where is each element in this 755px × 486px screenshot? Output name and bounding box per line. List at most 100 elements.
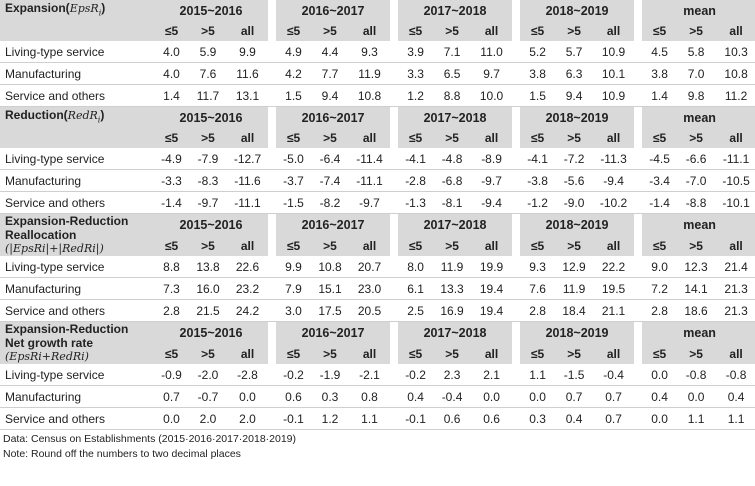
value-cell: -2.8 bbox=[227, 364, 269, 386]
value-cell: 13.3 bbox=[433, 277, 472, 300]
subheader-cell: all bbox=[227, 235, 269, 256]
subheader-row: ≤5 >5 all ≤5 >5 all ≤5 >5 all ≤5 >5 all ≤5 >5 all bbox=[0, 235, 755, 256]
value-cell: 6.1 bbox=[398, 277, 434, 300]
column-gap bbox=[634, 277, 643, 300]
value-cell: 0.4 bbox=[555, 407, 594, 430]
subheader-cell: all bbox=[715, 21, 755, 41]
subheader-cell: ≤5 bbox=[398, 235, 434, 256]
value-cell: 1.2 bbox=[311, 407, 350, 430]
column-gap bbox=[634, 41, 643, 63]
value-cell: 9.9 bbox=[276, 256, 312, 278]
subheader-cell: ≤5 bbox=[642, 343, 678, 364]
table-row: Living-type service 8.8 13.8 22.6 9.9 10.8 20.… bbox=[0, 256, 755, 278]
value-cell: -11.4 bbox=[349, 148, 391, 170]
subheader-cell: >5 bbox=[555, 21, 594, 41]
value-cell: -7.4 bbox=[311, 169, 350, 192]
value-cell: -10.1 bbox=[715, 191, 755, 214]
section-header-row: Reduction(RedRi) 2015~2016 2016~2017 2017~2… bbox=[0, 106, 755, 128]
value-cell: 9.9 bbox=[227, 41, 269, 63]
column-gap bbox=[390, 41, 399, 63]
table-row: Living-type service -4.9 -7.9 -12.7 -5.0 -6.4… bbox=[0, 148, 755, 170]
data-source-note: Data: Census on Establishments (2015·201… bbox=[3, 433, 297, 445]
value-cell: -3.4 bbox=[642, 169, 678, 192]
column-gap bbox=[268, 84, 277, 107]
column-gap bbox=[390, 213, 399, 235]
value-cell: 19.9 bbox=[471, 256, 513, 278]
row-label: Service and others bbox=[0, 191, 154, 214]
row-label: Living-type service bbox=[0, 364, 154, 386]
value-cell: 4.0 bbox=[154, 41, 189, 63]
column-gap bbox=[634, 169, 643, 192]
subheader-cell: ≤5 bbox=[154, 128, 189, 148]
column-gap bbox=[390, 21, 399, 41]
subheader-cell: all bbox=[227, 128, 269, 148]
column-gap bbox=[390, 169, 399, 192]
subheader-cell: >5 bbox=[189, 21, 227, 41]
column-gap bbox=[634, 148, 643, 170]
column-gap bbox=[512, 128, 521, 148]
value-cell: 0.0 bbox=[471, 385, 513, 408]
statistics-table: Expansion(EpsRi) 2015~2016 2016~2017 2017~2… bbox=[0, 0, 755, 430]
row-label: Manufacturing bbox=[0, 277, 154, 300]
value-cell: 3.9 bbox=[398, 41, 434, 63]
subheader-cell: all bbox=[471, 21, 513, 41]
column-gap bbox=[268, 299, 277, 322]
value-cell: -7.2 bbox=[555, 148, 594, 170]
column-gap bbox=[512, 0, 521, 21]
row-label: Living-type service bbox=[0, 256, 154, 278]
value-cell: 9.7 bbox=[471, 62, 513, 85]
value-cell: 10.0 bbox=[471, 84, 513, 107]
subheader-label-cell bbox=[0, 128, 154, 148]
value-cell: 10.9 bbox=[593, 41, 635, 63]
value-cell: -0.9 bbox=[154, 364, 189, 386]
value-cell: 10.8 bbox=[715, 62, 755, 85]
value-cell: -1.5 bbox=[555, 364, 594, 386]
table-row: Living-type service 4.0 5.9 9.9 4.9 4.4 9.3 3.9… bbox=[0, 41, 755, 63]
value-cell: 13.1 bbox=[227, 84, 269, 107]
value-cell: 2.8 bbox=[642, 299, 678, 322]
value-cell: 2.5 bbox=[398, 299, 434, 322]
column-gap bbox=[390, 343, 399, 364]
column-gap bbox=[512, 321, 521, 343]
subheader-cell: >5 bbox=[189, 235, 227, 256]
value-cell: 8.8 bbox=[154, 256, 189, 278]
column-gap bbox=[268, 62, 277, 85]
column-gap bbox=[634, 343, 643, 364]
column-gap bbox=[512, 213, 521, 235]
table-row: Manufacturing -3.3 -8.3 -11.6 -3.7 -7.4 -11.1-… bbox=[0, 169, 755, 192]
column-gap bbox=[390, 84, 399, 107]
value-cell: -8.3 bbox=[189, 169, 227, 192]
value-cell: -6.6 bbox=[677, 148, 716, 170]
subheader-cell: ≤5 bbox=[398, 343, 434, 364]
column-gap bbox=[268, 191, 277, 214]
table-row: Service and others 0.0 2.0 2.0 -0.1 1.2 1.1 -0.… bbox=[0, 407, 755, 430]
column-gap bbox=[268, 235, 277, 256]
value-cell: 16.0 bbox=[189, 277, 227, 300]
column-gap bbox=[512, 148, 521, 170]
column-gap bbox=[390, 321, 399, 343]
column-gap bbox=[512, 277, 521, 300]
value-cell: -8.2 bbox=[311, 191, 350, 214]
rounding-note: Note: Round off the numbers to two decim… bbox=[3, 448, 241, 460]
section-formula: EpsR bbox=[69, 1, 99, 15]
subheader-label-cell bbox=[0, 21, 154, 41]
column-gap bbox=[512, 41, 521, 63]
value-cell: 16.9 bbox=[433, 299, 472, 322]
value-cell: 7.2 bbox=[642, 277, 678, 300]
section-formula-subscript: i bbox=[98, 8, 102, 18]
value-cell: 20.5 bbox=[349, 299, 391, 322]
value-cell: 11.6 bbox=[227, 62, 269, 85]
value-cell: 7.0 bbox=[677, 62, 716, 85]
column-gap bbox=[268, 106, 277, 128]
value-cell: 0.4 bbox=[398, 385, 434, 408]
column-gap bbox=[512, 256, 521, 278]
value-cell: 10.8 bbox=[311, 256, 350, 278]
column-gap bbox=[512, 235, 521, 256]
section-title-text: Reduction( bbox=[5, 107, 68, 122]
period-header: 2018~2019 bbox=[520, 0, 635, 21]
subheader-cell: ≤5 bbox=[642, 21, 678, 41]
value-cell: -11.1 bbox=[715, 148, 755, 170]
subheader-cell: ≤5 bbox=[642, 128, 678, 148]
value-cell: 2.8 bbox=[520, 299, 556, 322]
table-row: Service and others 2.8 21.5 24.2 3.0 17.5 20.5… bbox=[0, 299, 755, 322]
